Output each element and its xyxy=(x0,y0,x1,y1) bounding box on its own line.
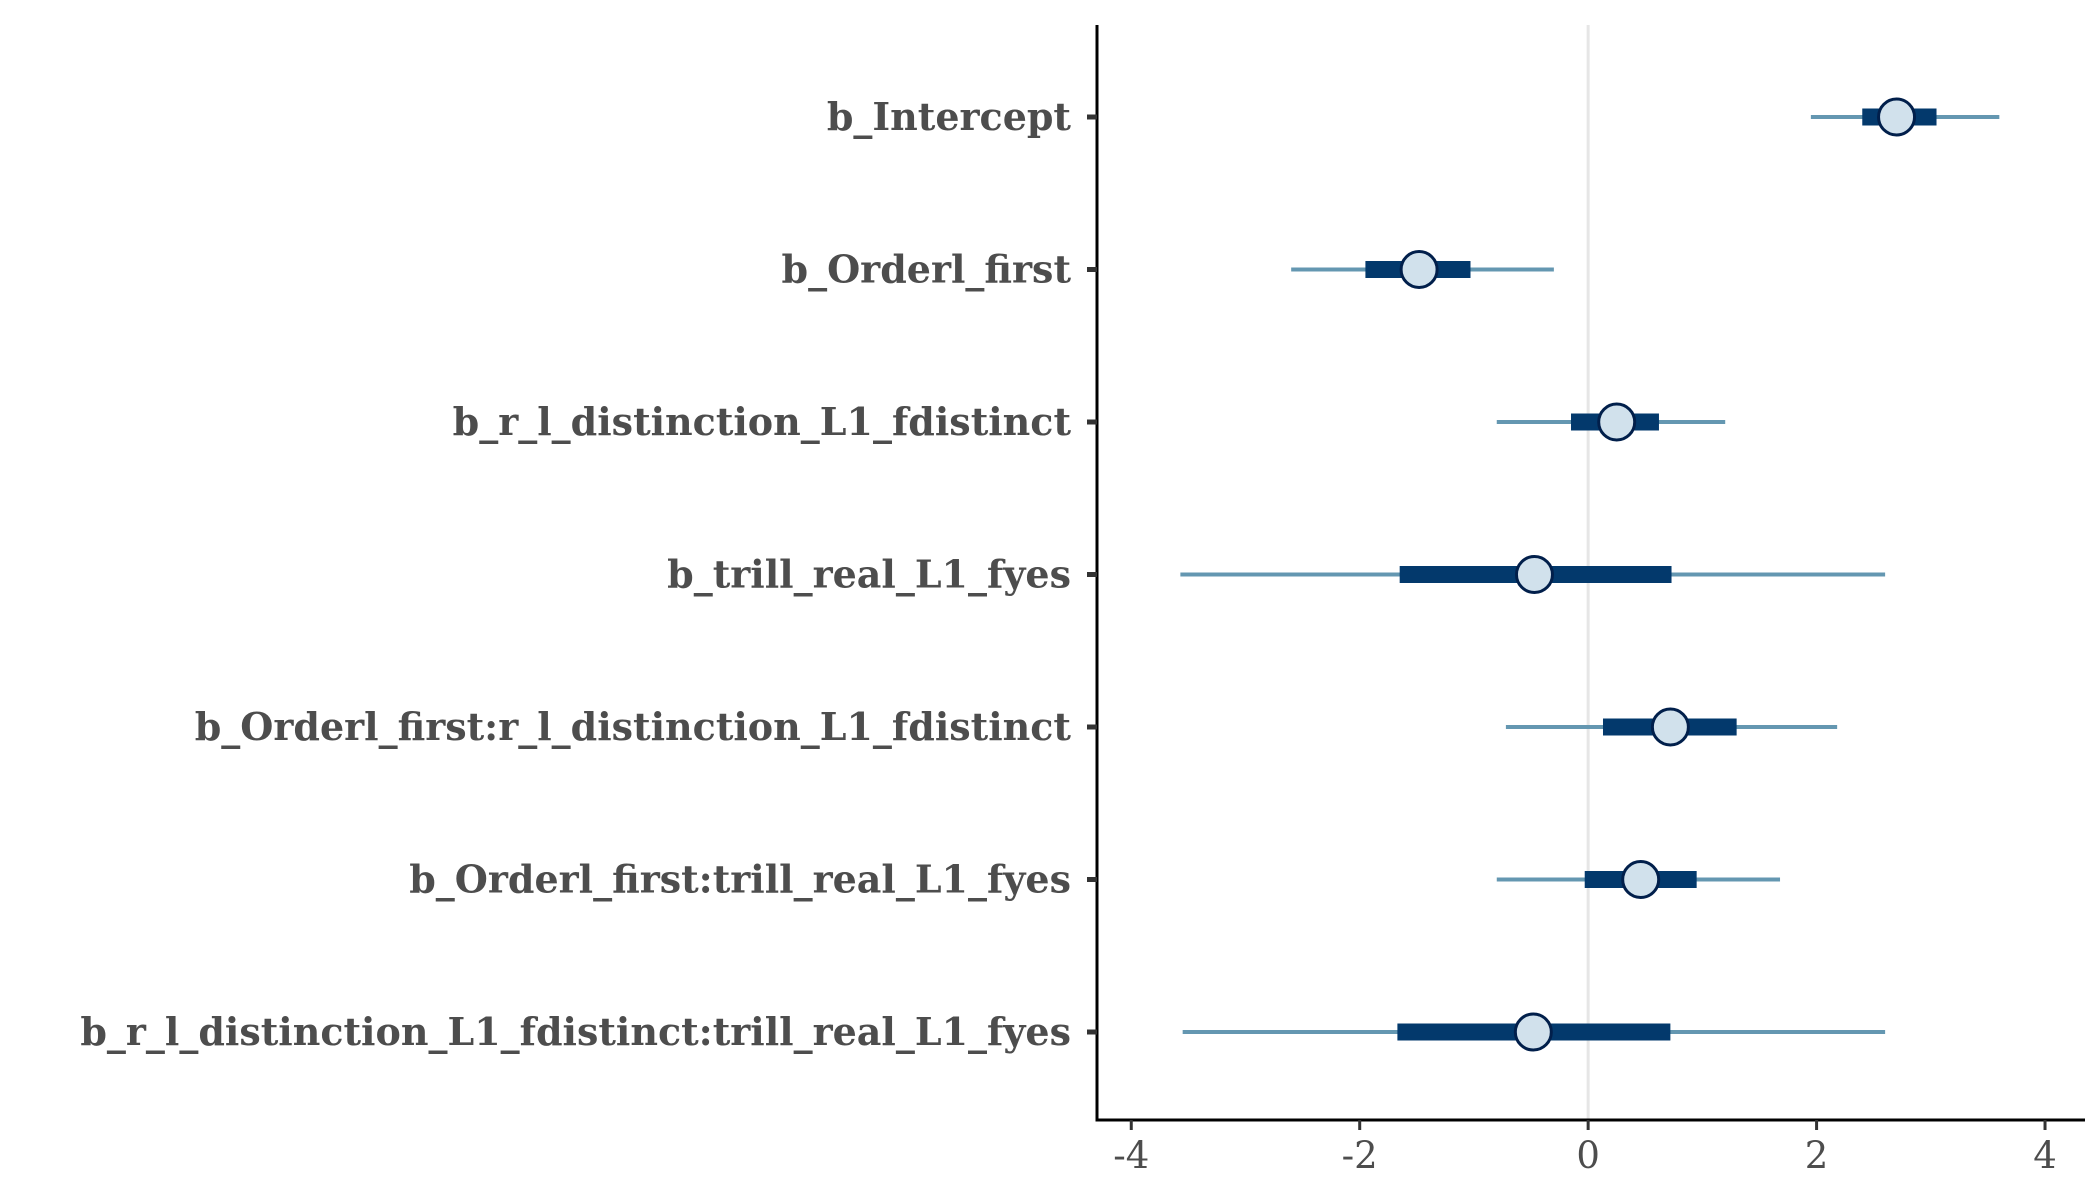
parameter-row: b_trill_real_L1_fyes xyxy=(667,552,1886,597)
point-estimate xyxy=(1621,860,1661,899)
x-tick-label: -2 xyxy=(1342,1134,1378,1177)
parameter-row: b_Orderl_first:r_l_distinction_L1_fdisti… xyxy=(195,704,1838,749)
parameter-label: b_Orderl_first:trill_real_L1_fyes xyxy=(409,857,1071,902)
x-axis-ticks: -4 -2 0 2 4 xyxy=(1113,1120,2057,1177)
parameter-row: b_r_l_distinction_L1_fdistinct xyxy=(453,399,1726,444)
x-tick-label: 0 xyxy=(1576,1134,1600,1177)
parameter-label: b_Orderl_first xyxy=(782,247,1072,292)
point-estimate xyxy=(1513,1012,1553,1052)
parameter-row: b_r_l_distinction_L1_fdistinct:trill_rea… xyxy=(80,1009,1886,1054)
x-tick-label: -4 xyxy=(1113,1134,1149,1177)
parameter-label: b_trill_real_L1_fyes xyxy=(667,552,1071,597)
parameter-label: b_Intercept xyxy=(827,94,1072,139)
parameter-rows: b_Intercept b_Orderl_first b_r_l_distincti… xyxy=(80,94,2000,1054)
parameter-label: b_Orderl_first:r_l_distinction_L1_fdisti… xyxy=(195,704,1072,749)
point-estimate xyxy=(1597,402,1637,442)
point-estimate xyxy=(1399,250,1439,289)
parameter-label: b_r_l_distinction_L1_fdistinct:trill_rea… xyxy=(80,1009,1071,1054)
point-estimate xyxy=(1514,555,1554,594)
x-tick-label: 2 xyxy=(1805,1134,1829,1177)
parameter-label: b_r_l_distinction_L1_fdistinct xyxy=(453,399,1072,444)
x-tick-label: 4 xyxy=(2033,1134,2057,1177)
point-estimate xyxy=(1650,707,1690,747)
parameter-row: b_Intercept xyxy=(827,94,2000,139)
parameter-row: b_Orderl_first xyxy=(782,247,1554,292)
point-estimate xyxy=(1877,97,1917,137)
parameter-row: b_Orderl_first:trill_real_L1_fyes xyxy=(409,857,1781,902)
